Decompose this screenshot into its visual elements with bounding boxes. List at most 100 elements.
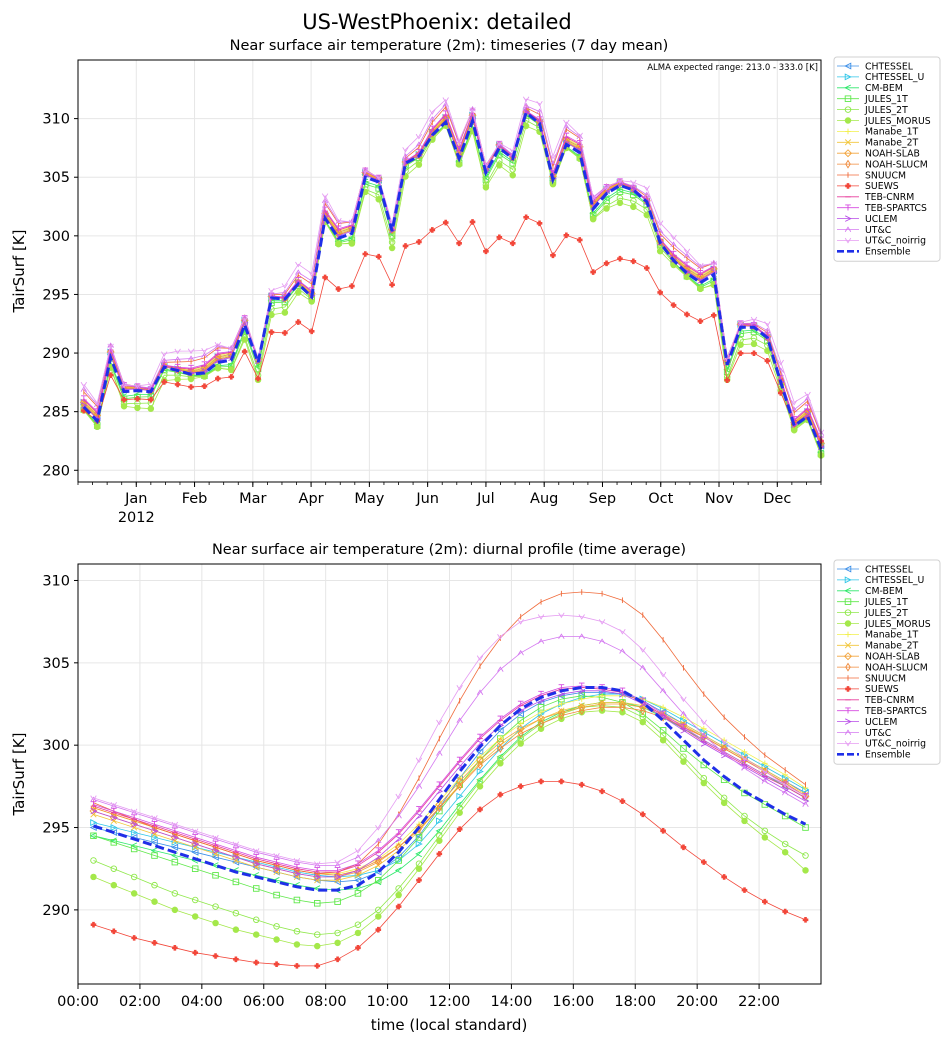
diurnal-point [334, 898, 341, 905]
timeseries-point [750, 340, 758, 348]
timeseries-point [737, 341, 744, 348]
legend-marker [844, 95, 852, 102]
timeseries-point [268, 287, 275, 294]
diurnal-point [253, 853, 260, 860]
diurnal-point [233, 847, 239, 854]
diurnal-point [151, 940, 158, 946]
timeseries-point [751, 350, 757, 357]
diurnal-point [232, 926, 240, 933]
timeseries-point [308, 328, 315, 335]
diurnal-grid [77, 564, 821, 984]
timeseries-point [496, 140, 503, 147]
diurnal-point [680, 745, 687, 752]
diurnal-point [659, 736, 667, 744]
timeseries-series [80, 108, 825, 447]
timeseries-point [670, 234, 677, 241]
diurnal-xtick-label: 06:00 [243, 994, 285, 1010]
legend-item: Ensemble [837, 247, 911, 258]
diurnal-point [415, 840, 423, 848]
timeseries-ytick-label: 305 [42, 170, 70, 186]
diurnal-point [192, 829, 199, 835]
timeseries-point [228, 374, 235, 380]
diurnal-point [802, 916, 809, 923]
diurnal-point [130, 809, 138, 816]
diurnal-point [781, 789, 789, 796]
timeseries-point [295, 269, 302, 275]
timeseries-point [241, 348, 248, 355]
diurnal-ytick-label: 300 [42, 738, 70, 754]
timeseries-point [791, 406, 798, 413]
timeseries-point [187, 355, 195, 361]
timeseries-point [710, 312, 717, 319]
timeseries-point [697, 285, 704, 292]
legend-item: CHTESSEL [837, 564, 914, 575]
diurnal-point [171, 834, 179, 841]
timeseries-point [684, 311, 690, 318]
legend-label: Manabe_1T [865, 630, 918, 641]
timeseries-point [281, 309, 289, 316]
diurnal-point [375, 837, 382, 844]
legend-marker [844, 139, 852, 146]
diurnal-point [212, 847, 220, 854]
diurnal-point [110, 824, 118, 832]
diurnal-point [599, 692, 605, 699]
timeseries-point [80, 381, 88, 388]
diurnal-point [233, 956, 239, 963]
diurnal-point [537, 714, 546, 723]
diurnal-point [578, 781, 585, 788]
diurnal-point [639, 718, 647, 726]
diurnal-point [619, 648, 626, 654]
diurnal-series-line [93, 690, 806, 878]
diurnal-point [517, 649, 524, 656]
diurnal-point [192, 834, 198, 841]
timeseries-point [107, 342, 114, 348]
diurnal-series-line [93, 636, 806, 866]
diurnal-point [660, 828, 666, 834]
diurnal-point [639, 647, 646, 653]
timeseries-point [630, 186, 638, 193]
timeseries-point [737, 320, 744, 326]
diurnal-point [151, 816, 158, 822]
diurnal-point [253, 860, 261, 867]
legend-label: JULES_1T [864, 597, 908, 608]
diurnal-point [334, 867, 341, 874]
diurnal-point [191, 848, 199, 856]
diurnal-point [782, 772, 788, 778]
diurnal-point [314, 900, 321, 907]
diurnal-series [90, 707, 809, 950]
diurnal-point [659, 687, 667, 694]
diurnal-point [192, 949, 198, 956]
diurnal-point [497, 744, 505, 752]
diurnal-xtick-label: 04:00 [181, 994, 223, 1010]
legend-marker [845, 631, 851, 638]
diurnal-point [151, 898, 158, 905]
diurnal-point [151, 820, 158, 828]
legend-label: TEB-CNRM [864, 192, 914, 203]
diurnal-series [90, 612, 809, 867]
diurnal-point [558, 711, 565, 721]
diurnal-point [354, 854, 362, 860]
diurnal-point [191, 865, 199, 872]
diurnal-point [273, 936, 280, 943]
timeseries-point [174, 381, 181, 388]
legend-label: CHTESSEL [865, 564, 914, 575]
legend-marker [845, 183, 851, 189]
diurnal-point [456, 792, 464, 800]
diurnal-point [680, 710, 687, 717]
timeseries-point [415, 161, 423, 168]
timeseries-point [509, 172, 516, 179]
diurnal-point [355, 944, 361, 951]
diurnal-point [761, 778, 769, 784]
legend-item: NOAH-SLAB [837, 149, 920, 160]
diurnal-point [456, 717, 463, 723]
timeseries-point [362, 168, 369, 175]
diurnal-point [761, 769, 769, 775]
timeseries-point [134, 404, 141, 412]
diurnal-point [212, 835, 219, 842]
diurnal-point [334, 956, 341, 963]
timeseries-legend: CHTESSELCHTESSEL_UCM-BEMJULES_1TJULES_2T… [833, 56, 941, 262]
diurnal-point [130, 873, 138, 881]
diurnal-title: Near surface air temperature (2m): diurn… [212, 542, 686, 558]
diurnal-point [294, 963, 300, 969]
diurnal-point [578, 706, 585, 716]
